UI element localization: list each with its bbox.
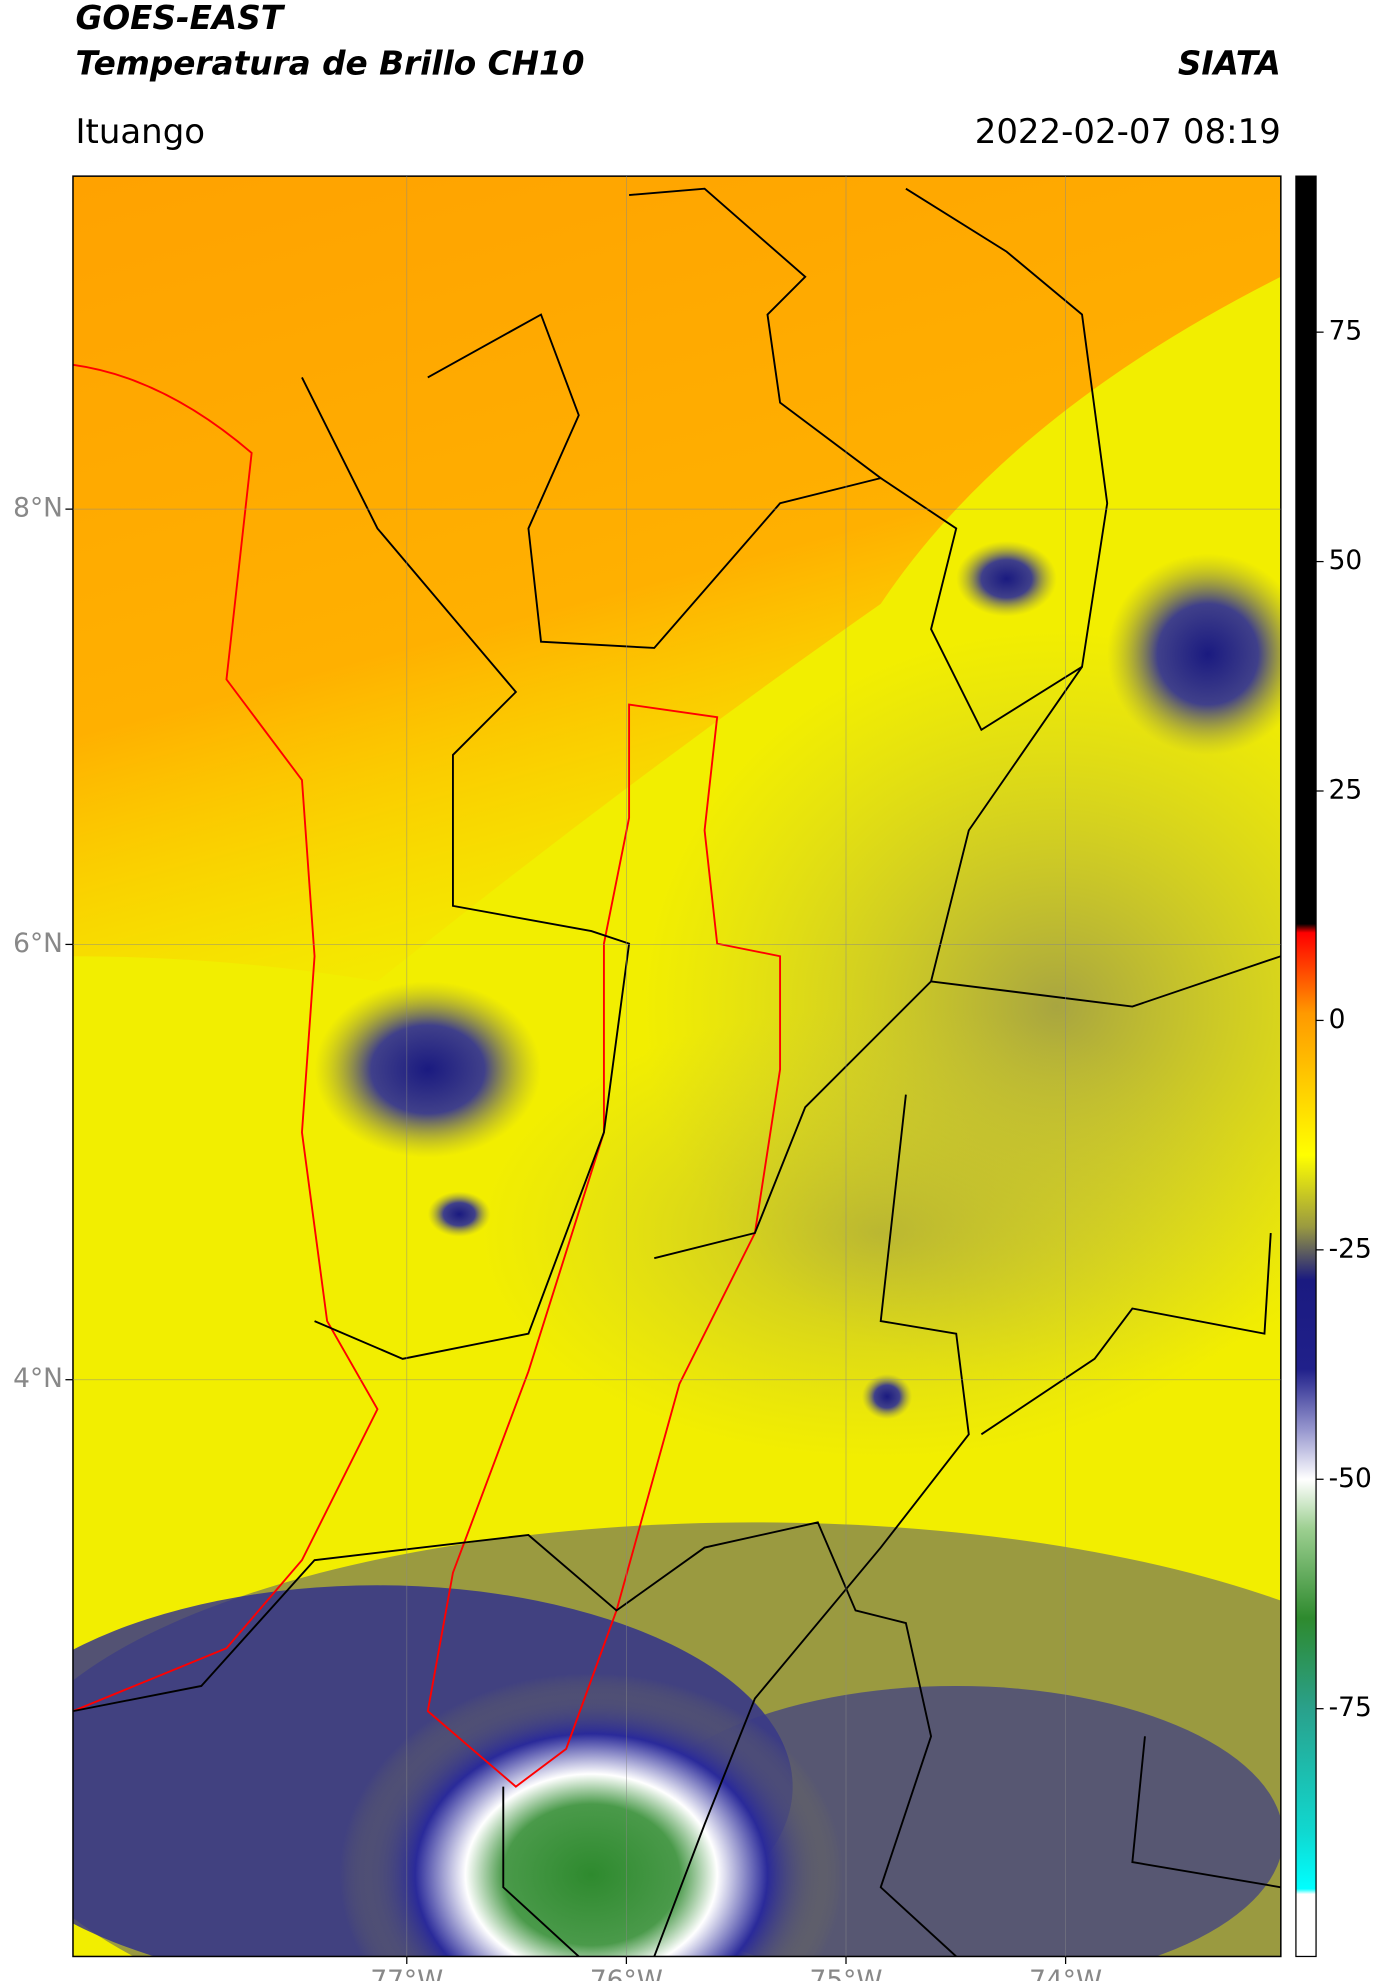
lat-tick-label: 6°N	[13, 928, 63, 959]
colorbar-tick-label: -25	[1329, 1233, 1372, 1264]
lon-tick-label: 74°W	[1029, 1965, 1102, 1981]
lon-tick-label: 76°W	[590, 1965, 663, 1981]
agency: SIATA	[1178, 44, 1281, 82]
lon-tick-label: 75°W	[810, 1965, 883, 1981]
colorbar	[1295, 175, 1317, 1958]
lat-tick-label: 4°N	[13, 1363, 63, 1394]
title: GOES-EAST	[75, 0, 285, 37]
colorbar-tick-label: 0	[1329, 1004, 1346, 1035]
colorbar-tick-label: 75	[1329, 316, 1363, 347]
map-image	[72, 176, 1281, 1957]
colorbar-tick-label: 50	[1329, 545, 1363, 576]
location: Ituango	[75, 112, 205, 152]
colorbar-tick-label: 25	[1329, 774, 1363, 805]
lat-tick-label: 8°N	[13, 493, 63, 524]
datetime: 2022-02-07 08:19	[975, 112, 1281, 152]
lon-tick-label: 77°W	[370, 1965, 443, 1981]
colorbar-tick-label: -50	[1329, 1463, 1372, 1494]
map-frame	[72, 175, 1282, 1958]
colorbar-tick-label: -75	[1329, 1692, 1372, 1723]
subtitle: Temperatura de Brillo CH10	[75, 44, 584, 82]
